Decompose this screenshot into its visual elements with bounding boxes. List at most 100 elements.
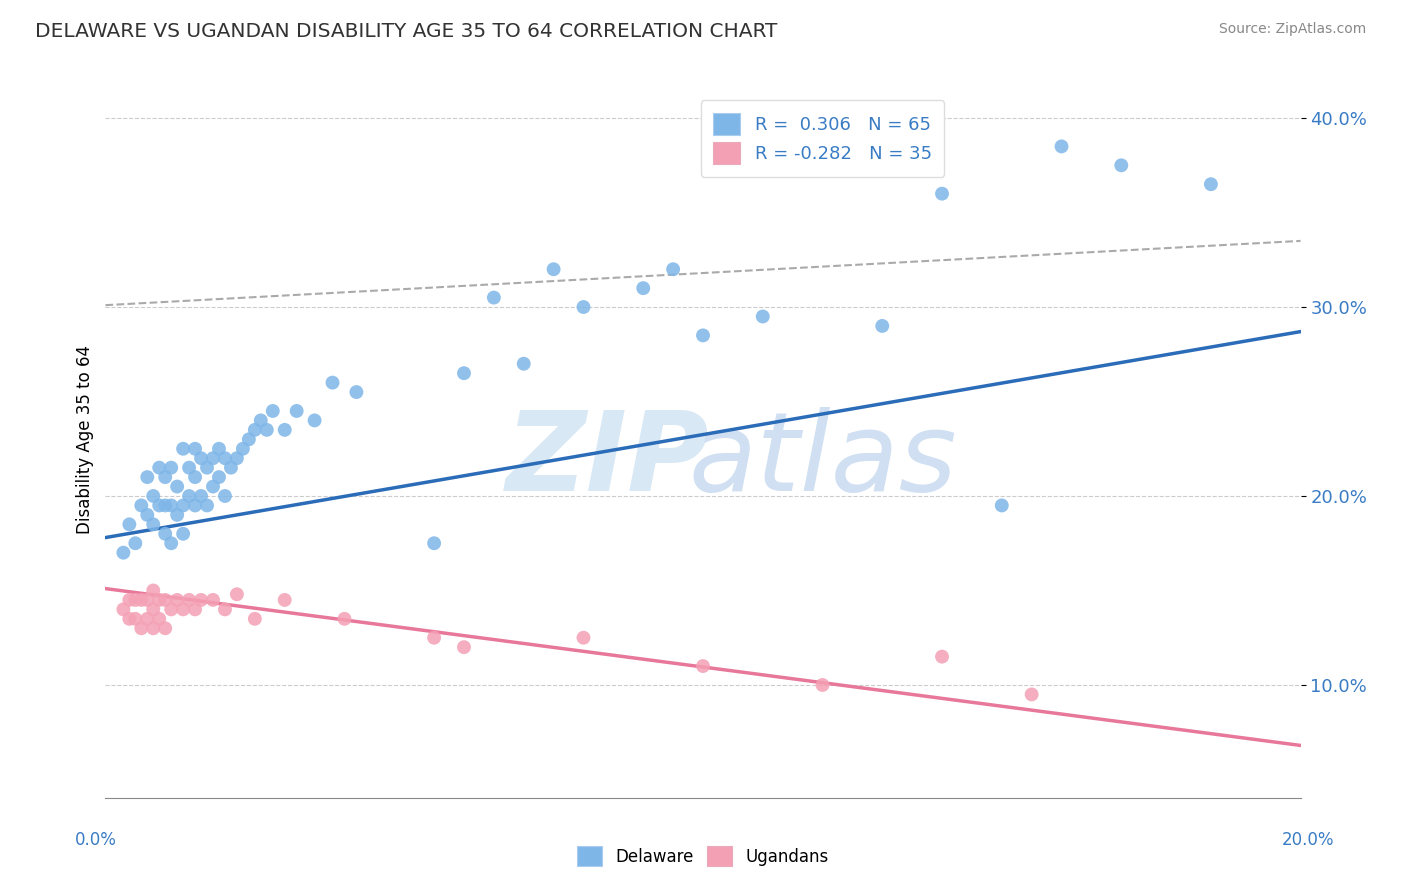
Point — [872, 318, 894, 333]
Point — [208, 470, 231, 484]
Point — [136, 508, 159, 522]
Point — [243, 423, 266, 437]
Point — [184, 470, 207, 484]
Point — [142, 489, 165, 503]
Point — [751, 310, 773, 324]
Point — [243, 612, 266, 626]
Text: Source: ZipAtlas.com: Source: ZipAtlas.com — [1219, 22, 1367, 37]
Point — [423, 631, 446, 645]
Point — [225, 587, 249, 601]
Point — [142, 602, 165, 616]
Point — [453, 640, 475, 655]
Point — [155, 621, 177, 635]
Point — [250, 413, 273, 427]
Point — [238, 432, 260, 446]
Point — [129, 621, 153, 635]
Point — [118, 593, 141, 607]
Point — [142, 583, 165, 598]
Point — [142, 517, 165, 532]
Point — [142, 621, 165, 635]
Point — [112, 602, 135, 616]
Point — [1021, 687, 1043, 701]
Point — [304, 413, 326, 427]
Point — [155, 470, 177, 484]
Point — [811, 678, 834, 692]
Point — [202, 593, 225, 607]
Point — [118, 612, 141, 626]
Point — [118, 517, 141, 532]
Point — [1199, 178, 1222, 192]
Point — [214, 602, 236, 616]
Point — [1050, 139, 1073, 153]
Point — [184, 442, 207, 456]
Point — [177, 489, 201, 503]
Point — [155, 499, 177, 513]
Point — [136, 470, 159, 484]
Point — [195, 460, 218, 475]
Point — [931, 649, 953, 664]
Point — [453, 366, 475, 380]
Text: 20.0%: 20.0% — [1281, 831, 1334, 849]
Point — [129, 593, 153, 607]
Point — [572, 631, 595, 645]
Point — [166, 508, 188, 522]
Point — [124, 612, 146, 626]
Point — [172, 602, 194, 616]
Text: DELAWARE VS UGANDAN DISABILITY AGE 35 TO 64 CORRELATION CHART: DELAWARE VS UGANDAN DISABILITY AGE 35 TO… — [35, 22, 778, 41]
Point — [160, 602, 183, 616]
Point — [148, 499, 170, 513]
Point — [160, 499, 183, 513]
Point — [136, 612, 159, 626]
Point — [172, 526, 194, 541]
Point — [124, 536, 146, 550]
Point — [513, 357, 536, 371]
Point — [931, 186, 953, 201]
Point — [148, 612, 170, 626]
Point — [232, 442, 254, 456]
Point — [184, 499, 207, 513]
Point — [208, 442, 231, 456]
Point — [692, 328, 714, 343]
Point — [160, 460, 183, 475]
Point — [136, 593, 159, 607]
Point — [195, 499, 218, 513]
Point — [190, 593, 212, 607]
Point — [633, 281, 655, 295]
Point — [214, 451, 236, 466]
Point — [321, 376, 344, 390]
Point — [285, 404, 308, 418]
Text: atlas: atlas — [688, 408, 957, 515]
Y-axis label: Disability Age 35 to 64: Disability Age 35 to 64 — [76, 345, 94, 533]
Point — [692, 659, 714, 673]
Point — [256, 423, 278, 437]
Point — [333, 612, 356, 626]
Point — [177, 593, 201, 607]
Point — [184, 602, 207, 616]
Point — [129, 499, 153, 513]
Point — [148, 593, 170, 607]
Point — [423, 536, 446, 550]
Point — [662, 262, 685, 277]
Point — [262, 404, 284, 418]
Point — [273, 423, 295, 437]
Point — [124, 593, 146, 607]
Point — [155, 593, 177, 607]
Text: ZIP: ZIP — [506, 408, 709, 515]
Point — [543, 262, 565, 277]
Point — [155, 526, 177, 541]
Text: 0.0%: 0.0% — [75, 831, 117, 849]
Point — [219, 460, 242, 475]
Point — [225, 451, 249, 466]
Point — [112, 546, 135, 560]
Point — [172, 442, 194, 456]
Point — [190, 451, 212, 466]
Point — [190, 489, 212, 503]
Point — [202, 479, 225, 493]
Point — [148, 460, 170, 475]
Point — [572, 300, 595, 314]
Point — [482, 291, 505, 305]
Point — [1111, 158, 1133, 172]
Point — [214, 489, 236, 503]
Point — [166, 479, 188, 493]
Legend: Delaware, Ugandans: Delaware, Ugandans — [571, 839, 835, 873]
